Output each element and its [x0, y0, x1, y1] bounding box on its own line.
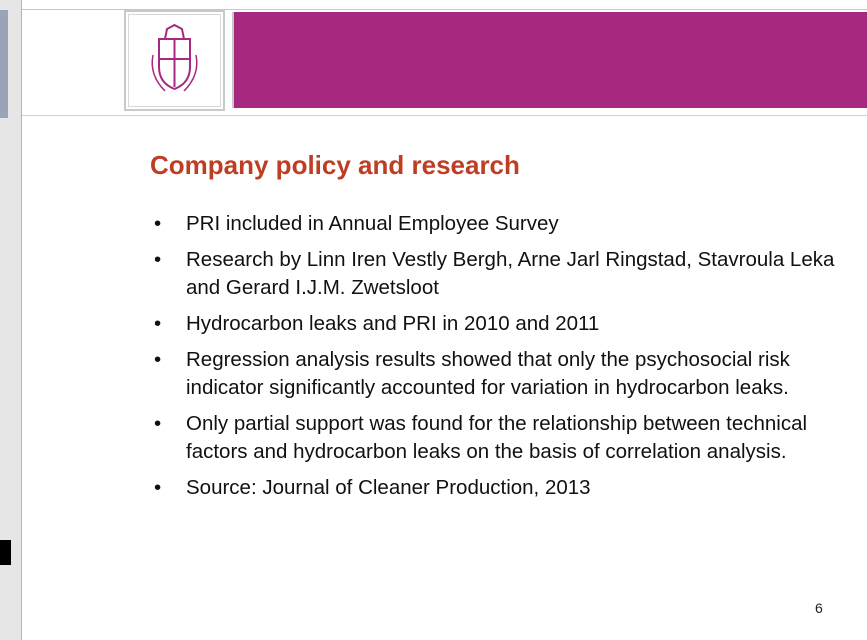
- bullet: Regression analysis results showed that …: [152, 346, 842, 402]
- logo-inner-frame: [128, 14, 221, 107]
- top-line: [22, 0, 867, 10]
- side-marker: [0, 540, 11, 565]
- bullet: Only partial support was found for the r…: [152, 410, 842, 466]
- slide-title: Company policy and research: [150, 150, 520, 180]
- bullet: PRI included in Annual Employee Survey: [152, 210, 842, 238]
- bullet-list: PRI included in Annual Employee Survey Re…: [152, 210, 842, 510]
- header-bar: [232, 12, 867, 108]
- side-strip: [0, 0, 22, 640]
- logo: [151, 23, 198, 92]
- side-strip-top: [0, 10, 8, 118]
- header-line: [22, 115, 867, 116]
- page-number: 6: [815, 600, 823, 616]
- bullet: Research by Linn Iren Vestly Bergh, Arne…: [152, 246, 842, 302]
- bullet: Hydrocarbon leaks and PRI in 2010 and 20…: [152, 310, 842, 338]
- bullet: Source: Journal of Cleaner Production, 2…: [152, 474, 842, 502]
